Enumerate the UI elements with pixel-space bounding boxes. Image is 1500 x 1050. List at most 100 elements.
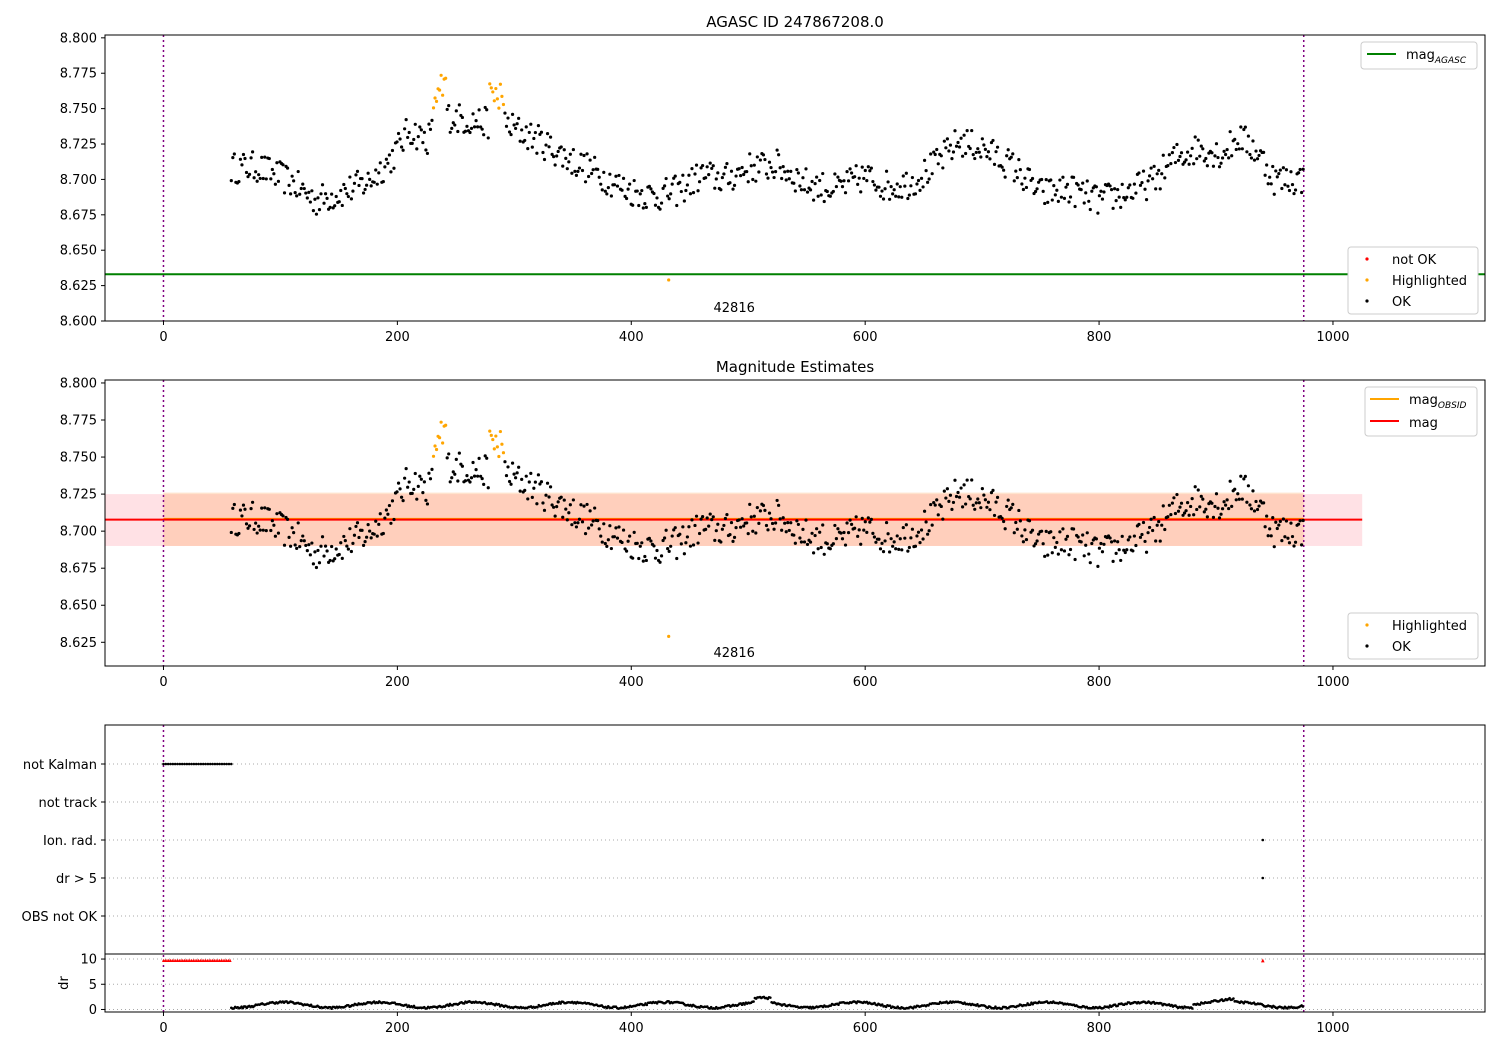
- ok-point: [1087, 199, 1091, 203]
- ok-point: [761, 153, 766, 157]
- ok-point: [1155, 172, 1159, 176]
- legend-label-mag: mag: [1409, 416, 1438, 431]
- ok-point: [343, 186, 347, 191]
- ok-point: [951, 150, 956, 154]
- ok-point: [624, 196, 629, 201]
- ok-point: [1132, 182, 1136, 186]
- ok-point: [415, 147, 419, 151]
- ok-point: [1228, 479, 1232, 483]
- ok-point: [831, 189, 835, 194]
- ok-point: [881, 550, 886, 554]
- ok-point: [848, 167, 852, 171]
- ok-point: [355, 169, 360, 173]
- ok-point: [387, 153, 392, 157]
- ok-point: [644, 558, 648, 563]
- ok-point: [673, 526, 677, 530]
- ok-point: [1158, 539, 1162, 543]
- ok-point: [1071, 175, 1076, 179]
- flag-point: [190, 762, 193, 766]
- ok-point: [506, 465, 510, 469]
- highlighted-point: [433, 444, 437, 448]
- ok-point: [1071, 527, 1076, 531]
- ok-point: [517, 465, 521, 469]
- ok-point: [445, 107, 449, 112]
- ok-point: [469, 126, 474, 130]
- ok-point: [872, 535, 877, 539]
- ok-point: [281, 163, 285, 167]
- ok-point: [1012, 179, 1016, 183]
- ok-point: [244, 170, 249, 175]
- ok-point: [798, 184, 802, 188]
- ok-point: [1126, 538, 1130, 542]
- ok-point: [828, 194, 832, 198]
- ok-point: [770, 521, 775, 526]
- ok-point: [421, 140, 425, 145]
- ok-point: [775, 498, 779, 503]
- ok-point: [427, 122, 431, 126]
- ok-point: [576, 521, 580, 525]
- ok-point: [910, 527, 915, 531]
- ok-point: [472, 125, 477, 129]
- ok-point: [474, 468, 478, 472]
- ok-point: [330, 192, 334, 196]
- ok-point: [1222, 149, 1226, 153]
- ok-point: [1076, 183, 1080, 187]
- ok-point: [1043, 554, 1047, 558]
- ok-point: [1108, 536, 1112, 540]
- ok-point: [529, 471, 533, 475]
- ok-point: [828, 547, 832, 551]
- ok-point: [1002, 519, 1006, 524]
- ok-point: [675, 203, 679, 208]
- ok-point: [389, 170, 393, 174]
- ok-point: [1281, 166, 1285, 170]
- ok-point: [1265, 514, 1269, 518]
- ok-point: [1021, 540, 1026, 544]
- ok-point: [1196, 488, 1200, 492]
- ok-point: [745, 521, 749, 525]
- ok-point: [1043, 201, 1047, 206]
- magnitude-title: Magnitude Estimates: [716, 358, 874, 376]
- ok-point: [1122, 548, 1126, 552]
- ok-point: [351, 541, 355, 545]
- ok-point: [386, 512, 390, 516]
- ok-point: [354, 524, 358, 529]
- ok-point: [301, 182, 305, 186]
- ok-point: [424, 148, 428, 152]
- ok-point: [1170, 151, 1174, 155]
- ok-point: [637, 203, 641, 208]
- ok-point: [988, 508, 992, 512]
- ok-point: [1213, 504, 1217, 509]
- highlighted-point: [492, 447, 496, 451]
- ok-point: [1272, 545, 1276, 549]
- ok-point: [556, 500, 560, 504]
- ok-point: [1099, 189, 1103, 193]
- ok-point: [977, 150, 981, 154]
- ok-point: [1239, 125, 1243, 129]
- ok-point: [793, 541, 797, 545]
- ok-point: [298, 545, 302, 549]
- ok-point: [1053, 545, 1057, 549]
- ok-point: [450, 126, 454, 130]
- ok-point: [898, 185, 902, 189]
- ok-point: [241, 152, 246, 157]
- ok-point: [704, 527, 708, 531]
- ok-point: [308, 200, 312, 204]
- ok-point: [742, 524, 746, 528]
- ok-point: [603, 541, 607, 546]
- ok-point: [1175, 142, 1179, 147]
- ok-point: [1300, 190, 1304, 195]
- ok-point: [530, 145, 534, 149]
- ok-point: [472, 474, 477, 478]
- ok-point: [1062, 196, 1067, 200]
- ok-point: [512, 472, 516, 476]
- ok-point: [596, 518, 600, 523]
- ok-point: [1222, 500, 1226, 504]
- flag-point: [197, 762, 200, 766]
- x-tick-label: 600: [853, 330, 878, 345]
- ok-point: [881, 197, 886, 201]
- ok-point: [722, 172, 726, 176]
- ok-point: [638, 192, 642, 196]
- ok-point: [1097, 194, 1102, 198]
- ok-point: [415, 497, 419, 501]
- ok-point: [918, 541, 922, 545]
